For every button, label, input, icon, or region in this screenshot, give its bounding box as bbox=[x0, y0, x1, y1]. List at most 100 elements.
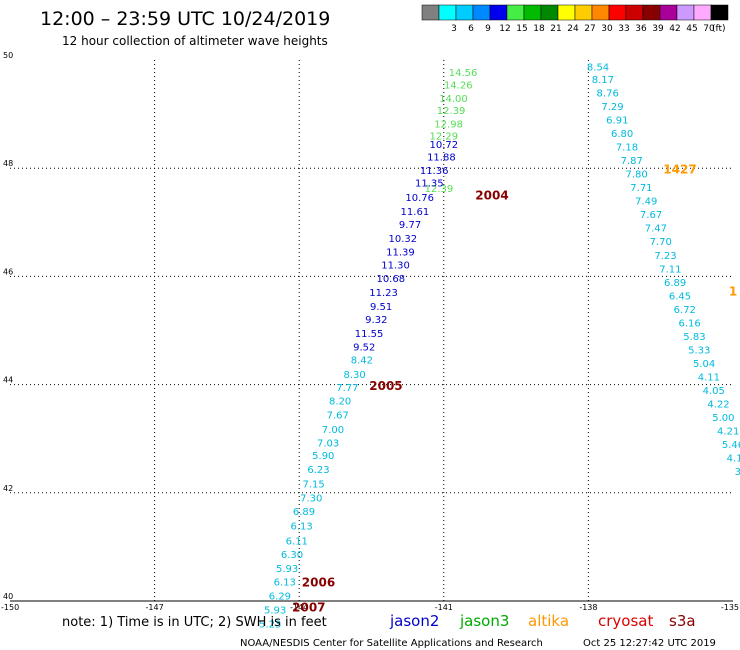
color-scale-legend: 3 6 9 12 15 18 21 24 27 30 33 36 39 42 45 70 bbox=[421, 4, 729, 34]
wave-height-label: 4.11 bbox=[698, 372, 720, 383]
wave-height-label: 5.93 bbox=[276, 564, 298, 575]
wave-height-label: 6.23 bbox=[307, 465, 329, 476]
plot-grid bbox=[10, 60, 733, 602]
chart-title: 12:00 – 23:59 UTC 10/24/2019 bbox=[40, 8, 330, 30]
wave-height-label: 9.77 bbox=[399, 220, 421, 231]
legend-swatch bbox=[472, 4, 491, 21]
legend-swatch bbox=[642, 4, 661, 21]
wave-height-label: 12.98 bbox=[434, 119, 463, 130]
legend-tick-label: 9 bbox=[485, 24, 491, 34]
satellite-legend: jason2 jason3 altika cryosat s3a bbox=[389, 612, 696, 630]
wave-height-label: 7.67 bbox=[640, 210, 662, 221]
wave-height-label: 6.45 bbox=[669, 291, 691, 302]
wave-height-label: 8.54 bbox=[587, 62, 609, 73]
chart-subtitle: 12 hour collection of altimeter wave hei… bbox=[62, 34, 328, 48]
wave-height-label: 7.30 bbox=[300, 494, 322, 505]
wave-height-label: 11.55 bbox=[355, 329, 384, 340]
legend-tick-label: 21 bbox=[550, 24, 561, 34]
y-tick-label: 44 bbox=[3, 376, 13, 385]
legend-tick-label: 36 bbox=[635, 24, 647, 34]
wave-height-label: 10.32 bbox=[389, 234, 418, 245]
pass-time-annotation: 1 bbox=[729, 285, 737, 299]
wave-height-label: 11.36 bbox=[420, 166, 449, 177]
wave-height-label: 4.17 bbox=[727, 454, 740, 465]
legend-swatch bbox=[693, 4, 712, 21]
wave-height-label: 11.35 bbox=[415, 178, 444, 189]
legend-tick-label: 70 bbox=[703, 24, 715, 34]
wave-height-label: 6.89 bbox=[664, 278, 686, 289]
wave-height-label: 6.13 bbox=[274, 578, 296, 589]
legend-swatch bbox=[625, 4, 644, 21]
legend-swatch bbox=[455, 4, 474, 21]
pass-time-annotation: 2004 bbox=[475, 188, 508, 202]
wave-height-label: 5.23 bbox=[259, 620, 281, 631]
legend-tick-label: 12 bbox=[499, 24, 510, 34]
wave-height-label: 7.03 bbox=[317, 438, 339, 449]
wave-height-label: 7.15 bbox=[303, 480, 325, 491]
satellite-label-altika: altika bbox=[528, 612, 569, 630]
y-tick-label: 48 bbox=[3, 159, 13, 168]
legend-tick-label: 6 bbox=[468, 24, 474, 34]
pass-annotations: 2004 2005 2006 2007 1427 1 bbox=[292, 162, 737, 614]
wave-height-label: 11.30 bbox=[381, 260, 410, 271]
wave-height-label: 4.21 bbox=[717, 427, 739, 438]
wave-height-label: 4.05 bbox=[703, 386, 725, 397]
wave-height-label: 7.49 bbox=[635, 197, 657, 208]
wave-height-label: 6.72 bbox=[674, 305, 696, 316]
wave-height-label: 9.32 bbox=[365, 315, 387, 326]
wave-height-label: 8.30 bbox=[343, 370, 365, 381]
legend-tick-label: 18 bbox=[533, 24, 545, 34]
wave-height-label: 8.76 bbox=[597, 88, 619, 99]
wave-height-label: 7.29 bbox=[601, 102, 623, 113]
legend-swatch bbox=[506, 4, 525, 21]
legend-unit: (ft) bbox=[712, 24, 726, 34]
axis-tick-labels: -150 -147 -144 -141 -138 -135 40 42 44 46 48 50 bbox=[1, 51, 739, 612]
wave-height-label: 9.52 bbox=[353, 343, 375, 354]
x-tick-label: -141 bbox=[435, 603, 453, 612]
footer-timestamp: Oct 25 12:27:42 UTC 2019 bbox=[583, 638, 716, 649]
y-tick-label: 42 bbox=[3, 484, 13, 493]
satellite-label-jason2: jason2 bbox=[389, 612, 439, 630]
legend-tick-label: 15 bbox=[516, 24, 527, 34]
wave-height-label: 6.16 bbox=[678, 318, 700, 329]
wave-height-label: 8.42 bbox=[351, 356, 373, 367]
wave-height-label: 14.56 bbox=[449, 68, 478, 79]
legend-swatch bbox=[438, 4, 457, 21]
wave-height-label: 10.68 bbox=[376, 274, 405, 285]
pass-time-annotation: 2006 bbox=[302, 576, 335, 590]
x-tick-label: -150 bbox=[1, 603, 19, 612]
wave-height-label: 6.80 bbox=[611, 129, 633, 140]
legend-swatch bbox=[608, 4, 627, 21]
wave-height-label: 6.11 bbox=[286, 536, 308, 547]
wave-height-label: 5.46 bbox=[722, 440, 740, 451]
wave-height-label: 12.39 bbox=[425, 184, 454, 195]
legend-swatch bbox=[574, 4, 593, 21]
legend-tick-label: 39 bbox=[652, 24, 664, 34]
wave-height-label: 7.87 bbox=[621, 156, 643, 167]
legend-swatch bbox=[523, 4, 542, 21]
wave-height-label: 3.8 bbox=[735, 467, 740, 478]
legend-tick-label: 45 bbox=[686, 24, 697, 34]
legend-tick-label: 42 bbox=[669, 24, 680, 34]
y-tick-label: 50 bbox=[3, 51, 13, 60]
satellite-label-jason3: jason3 bbox=[459, 612, 509, 630]
wave-height-label: 5.04 bbox=[693, 359, 715, 370]
wave-height-label: 7.00 bbox=[322, 425, 344, 436]
wave-height-label: 12.39 bbox=[437, 106, 466, 117]
wave-height-label: 7.47 bbox=[645, 224, 667, 235]
wave-height-label: 10.72 bbox=[429, 140, 458, 151]
pass-time-annotation: 2005 bbox=[369, 379, 402, 393]
pass-time-annotation: 1427 bbox=[663, 162, 696, 176]
wave-height-label: 5.00 bbox=[712, 413, 734, 424]
wave-height-label: 7.18 bbox=[616, 143, 638, 154]
legend-swatch bbox=[540, 4, 559, 21]
wave-height-label: 8.17 bbox=[592, 75, 614, 86]
x-tick-label: -147 bbox=[146, 603, 164, 612]
wave-height-label: 6.89 bbox=[293, 507, 315, 518]
wave-height-label: 14.00 bbox=[439, 94, 468, 105]
data-points: 14.5614.2614.0012.3912.9812.2912.3910.72… bbox=[259, 62, 740, 630]
legend-tick-label: 30 bbox=[601, 24, 613, 34]
x-tick-label: -144 bbox=[290, 603, 308, 612]
legend-swatch bbox=[659, 4, 678, 21]
